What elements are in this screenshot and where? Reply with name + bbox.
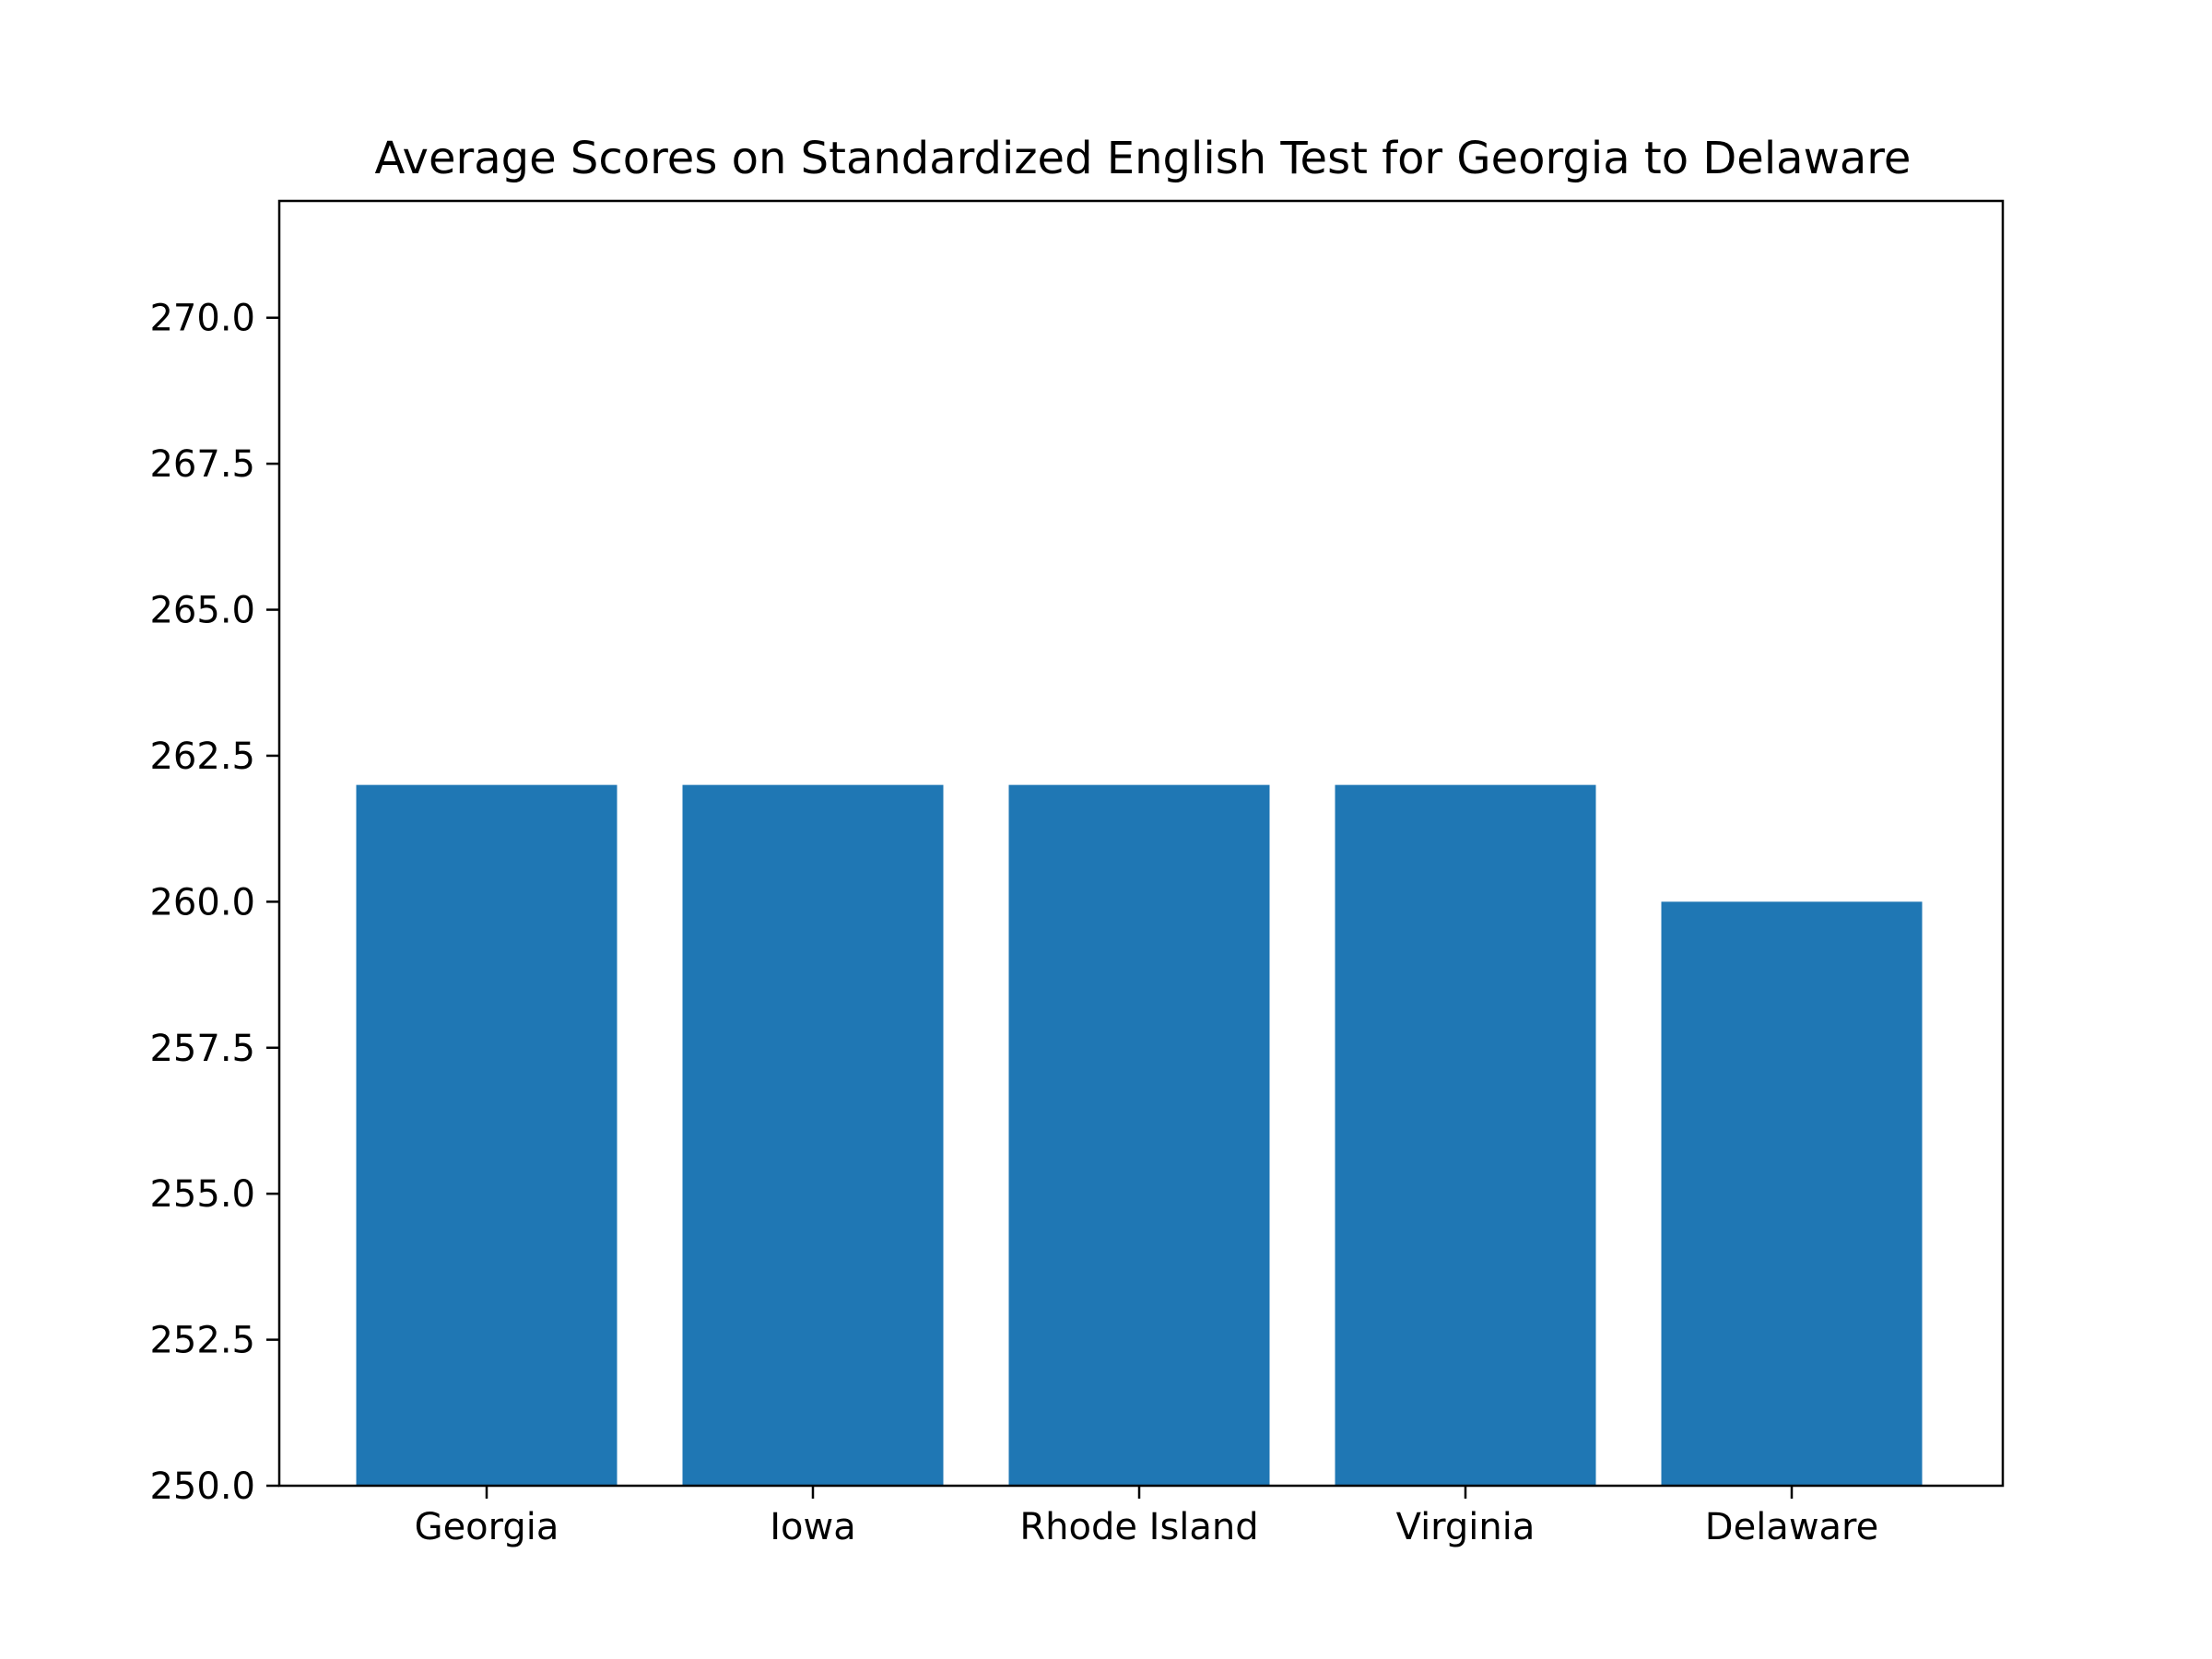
x-tick-label-georgia: Georgia — [415, 1506, 559, 1548]
bar-rhode-island — [1008, 784, 1270, 1486]
bar-iowa — [682, 784, 944, 1486]
plot-frame — [277, 199, 2005, 1488]
y-tick-label: 270.0 — [149, 298, 255, 340]
y-tick-label: 262.5 — [149, 735, 255, 778]
y-tick-label: 250.0 — [149, 1465, 255, 1508]
y-tick-label: 257.5 — [149, 1028, 255, 1070]
bar-virginia — [1335, 784, 1596, 1486]
y-tick-label: 267.5 — [149, 443, 255, 486]
x-tick-label-iowa: Iowa — [770, 1506, 856, 1548]
y-tick-label: 255.0 — [149, 1173, 255, 1216]
y-tick-label: 260.0 — [149, 881, 255, 924]
y-tick-label: 265.0 — [149, 590, 255, 632]
x-tick-label-rhode-island: Rhode Island — [1019, 1506, 1258, 1548]
x-tick-label-virginia: Virginia — [1396, 1506, 1535, 1548]
y-tick-label: 252.5 — [149, 1320, 255, 1362]
bar-delaware — [1661, 901, 1923, 1486]
x-axis: Georgia Iowa Rhode Island Virginia Delaware — [415, 1486, 1878, 1548]
chart-title: Average Scores on Standardized English T… — [375, 133, 1912, 184]
y-axis: 250.0 252.5 255.0 257.5 260.0 262.5 265.0 267.5… — [149, 298, 279, 1508]
x-tick-label-delaware: Delaware — [1705, 1506, 1878, 1548]
bar-georgia — [356, 784, 618, 1486]
bars-layer — [356, 784, 1923, 1486]
